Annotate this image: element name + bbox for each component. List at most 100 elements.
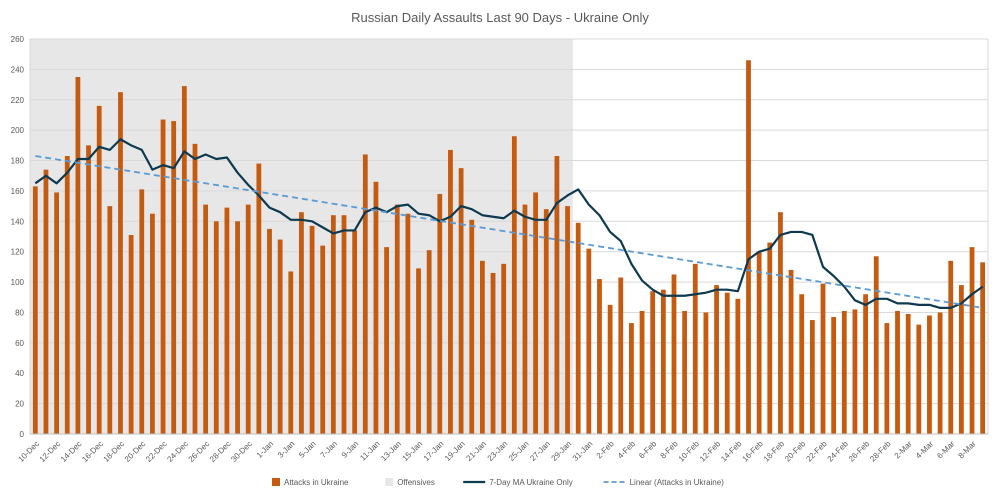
bar bbox=[458, 168, 464, 434]
bar bbox=[64, 155, 70, 434]
bar bbox=[128, 234, 134, 434]
bar bbox=[575, 222, 581, 434]
bar bbox=[916, 324, 922, 434]
bar bbox=[118, 92, 123, 434]
bar bbox=[416, 268, 421, 434]
bar bbox=[224, 207, 230, 434]
bar bbox=[714, 285, 719, 434]
bar bbox=[937, 312, 943, 434]
y-tick-label: 0 bbox=[20, 430, 25, 439]
bar bbox=[511, 136, 517, 434]
bar bbox=[969, 247, 975, 434]
bar bbox=[490, 272, 496, 434]
bar bbox=[660, 289, 666, 434]
gridlines bbox=[29, 38, 989, 435]
bar bbox=[373, 181, 379, 434]
bar bbox=[405, 213, 411, 434]
legend-label: 7-Day MA Ukraine Only bbox=[489, 478, 573, 487]
bar bbox=[203, 204, 209, 434]
bar bbox=[820, 283, 826, 434]
legend-swatch bbox=[385, 478, 394, 486]
bar bbox=[554, 155, 560, 434]
bar bbox=[150, 213, 155, 434]
bar bbox=[735, 298, 741, 434]
bar bbox=[86, 145, 91, 434]
bar bbox=[543, 209, 549, 434]
y-tick-label: 180 bbox=[11, 157, 25, 166]
chart-title: Russian Daily Assaults Last 90 Days - Uk… bbox=[351, 10, 649, 25]
legend-swatch bbox=[272, 478, 280, 486]
bar bbox=[724, 292, 730, 434]
bar bbox=[873, 256, 879, 434]
legend-label: Linear (Attacks in Ukraine) bbox=[630, 478, 725, 487]
y-tick-label: 200 bbox=[11, 126, 25, 135]
bar bbox=[479, 260, 485, 434]
y-tick-label: 140 bbox=[11, 217, 25, 226]
bars-attacks-in-ukraine bbox=[32, 60, 986, 435]
bar bbox=[682, 310, 688, 434]
bar bbox=[437, 193, 443, 434]
bar bbox=[597, 279, 602, 434]
bar bbox=[448, 149, 453, 434]
bar bbox=[32, 186, 38, 434]
bar bbox=[160, 119, 166, 435]
y-tick-label: 160 bbox=[11, 187, 25, 196]
bar bbox=[107, 206, 113, 434]
bar bbox=[469, 219, 475, 434]
legend-label: Offensives bbox=[397, 478, 435, 487]
bar bbox=[756, 251, 762, 434]
bar bbox=[139, 189, 145, 434]
bar bbox=[299, 212, 304, 434]
bar bbox=[288, 271, 294, 434]
bar bbox=[565, 206, 570, 434]
bar bbox=[341, 215, 347, 434]
legend: Attacks in Ukraine Offensives 7-Day MA Ukr… bbox=[272, 478, 724, 487]
y-tick-label: 100 bbox=[11, 278, 25, 287]
y-tick-label: 60 bbox=[15, 339, 24, 348]
bar bbox=[96, 105, 102, 434]
bar bbox=[245, 204, 251, 434]
bar bbox=[852, 309, 858, 434]
bar bbox=[501, 263, 507, 434]
legend-item-attacks: Attacks in Ukraine bbox=[272, 478, 349, 487]
bar bbox=[629, 323, 634, 434]
bar bbox=[586, 248, 592, 434]
y-tick-label: 240 bbox=[11, 65, 25, 74]
bar bbox=[352, 230, 358, 434]
bar bbox=[171, 121, 177, 435]
bar bbox=[362, 154, 368, 434]
bar bbox=[958, 285, 964, 434]
bar bbox=[703, 312, 709, 434]
legend-item-ma: 7-Day MA Ukraine Only bbox=[463, 478, 573, 487]
bar bbox=[192, 143, 198, 435]
bar bbox=[54, 192, 60, 434]
y-tick-label: 260 bbox=[11, 35, 25, 44]
bar bbox=[75, 76, 81, 434]
bar bbox=[618, 277, 624, 434]
bar bbox=[671, 274, 677, 434]
legend-label: Attacks in Ukraine bbox=[284, 478, 349, 487]
bar bbox=[841, 310, 847, 434]
bar bbox=[831, 317, 837, 434]
bar bbox=[267, 228, 272, 434]
bar bbox=[320, 245, 326, 434]
bar bbox=[639, 310, 645, 434]
bar bbox=[330, 215, 336, 434]
bar bbox=[384, 247, 389, 434]
bar bbox=[948, 260, 954, 434]
bar bbox=[927, 315, 932, 434]
bar bbox=[309, 225, 315, 434]
bar bbox=[788, 269, 794, 434]
y-tick-label: 40 bbox=[15, 369, 24, 378]
bar bbox=[799, 294, 805, 434]
legend-item-linear: Linear (Attacks in Ukraine) bbox=[603, 478, 725, 487]
bar bbox=[884, 323, 890, 434]
bar bbox=[905, 313, 911, 434]
legend-item-offensives: Offensives bbox=[385, 478, 435, 487]
ma-line bbox=[34, 138, 984, 309]
line-7-day-ma bbox=[34, 138, 984, 309]
bar bbox=[980, 262, 986, 434]
bar bbox=[863, 294, 868, 434]
